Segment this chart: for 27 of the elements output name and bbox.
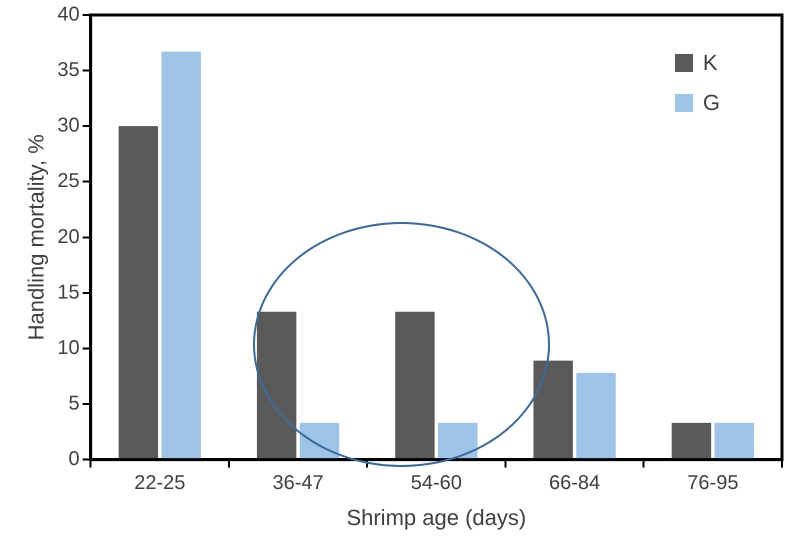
y-tick-label: 35 <box>57 59 80 82</box>
bar <box>714 422 754 459</box>
y-tick-label: 30 <box>57 114 80 137</box>
y-tick-label: 5 <box>68 392 80 415</box>
y-tick-label: 10 <box>57 336 80 359</box>
x-tick-label: 66-84 <box>549 472 600 494</box>
bar <box>576 372 616 459</box>
bar <box>395 312 435 459</box>
bar <box>438 422 478 459</box>
y-tick-label: 25 <box>57 170 80 192</box>
bar <box>118 126 158 459</box>
bar <box>161 52 201 459</box>
x-tick-label: 36-47 <box>272 472 324 494</box>
y-tick-label: 40 <box>57 4 80 26</box>
y-tick-label: 15 <box>57 281 80 304</box>
bar <box>672 422 712 459</box>
legend-label: K <box>702 50 718 76</box>
x-tick-label: 76-95 <box>687 472 738 494</box>
y-axis-title: Handling mortality, % <box>23 134 48 340</box>
bar <box>533 360 573 459</box>
y-tick-label: 0 <box>68 448 80 470</box>
x-tick-label: 22-25 <box>134 472 186 494</box>
y-tick-label: 20 <box>57 226 80 248</box>
legend-label: G <box>702 90 720 116</box>
x-axis-title: Shrimp age (days) <box>346 504 526 530</box>
x-tick-label: 54-60 <box>410 472 462 494</box>
bar <box>256 312 296 459</box>
